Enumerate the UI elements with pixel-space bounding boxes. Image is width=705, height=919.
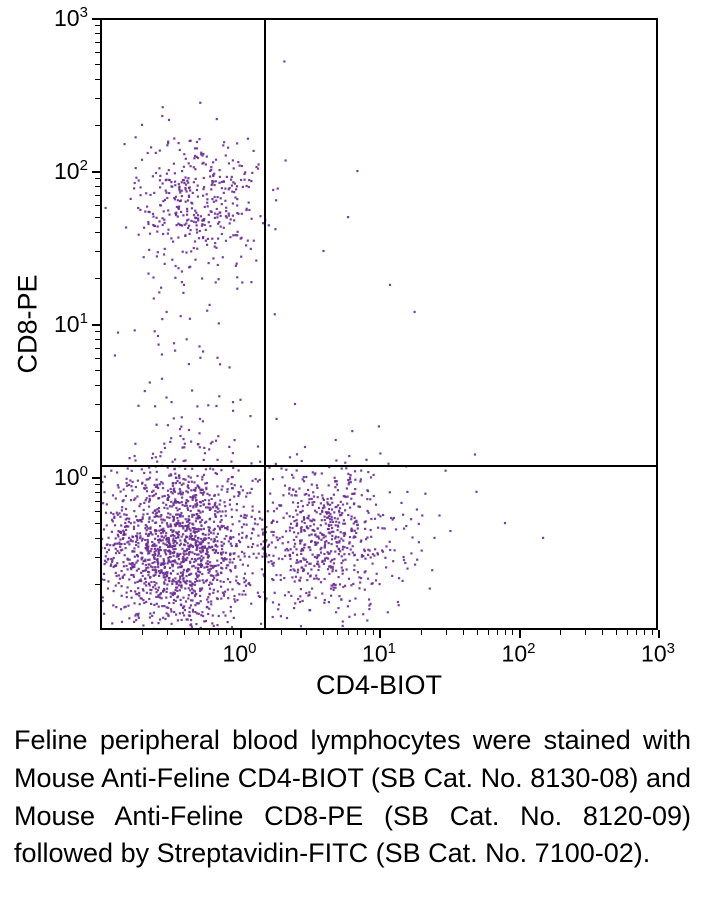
minor-tick (446, 630, 447, 635)
minor-tick (184, 630, 185, 635)
y-tick-label: 102 (54, 157, 88, 185)
major-tick (658, 630, 660, 638)
x-tick-label: 101 (362, 640, 396, 668)
minor-tick (636, 630, 637, 635)
x-axis-label: CD4-BIOT (316, 670, 442, 701)
minor-tick (505, 630, 506, 635)
y-tick-label: 100 (54, 463, 88, 491)
minor-tick (602, 630, 603, 635)
minor-tick (560, 630, 561, 635)
quadrant-horizontal-line (100, 465, 658, 467)
minor-tick (652, 630, 653, 635)
minor-tick (198, 630, 199, 635)
major-tick (92, 324, 100, 326)
minor-tick (281, 630, 282, 635)
minor-tick (373, 630, 374, 635)
major-tick (92, 477, 100, 479)
minor-tick (357, 630, 358, 635)
y-axis-label: CD8-PE (13, 274, 44, 373)
major-tick (519, 630, 521, 638)
minor-tick (209, 630, 210, 635)
figure-container: 100 101 102 103 100 101 102 103 CD4-BIOT CD8-P… (0, 0, 705, 919)
minor-tick (167, 630, 168, 635)
minor-tick (233, 630, 234, 635)
minor-tick (585, 630, 586, 635)
major-tick (92, 171, 100, 173)
major-tick (92, 18, 100, 20)
y-tick-label: 101 (54, 310, 88, 338)
minor-tick (421, 630, 422, 635)
major-tick (379, 630, 381, 638)
figure-caption: Feline peripheral blood lymphocytes were… (14, 722, 691, 873)
minor-tick (142, 630, 143, 635)
minor-tick (477, 630, 478, 635)
minor-tick (337, 630, 338, 635)
minor-tick (627, 630, 628, 635)
minor-tick (306, 630, 307, 635)
y-tick-label: 103 (54, 4, 88, 32)
major-tick (240, 630, 242, 638)
minor-tick (218, 630, 219, 635)
minor-tick (365, 630, 366, 635)
scatter-plot (100, 18, 658, 630)
x-tick-label: 103 (641, 640, 675, 668)
x-tick-label: 102 (502, 640, 536, 668)
minor-tick (226, 630, 227, 635)
minor-tick (512, 630, 513, 635)
plot-border (100, 18, 658, 630)
minor-tick (463, 630, 464, 635)
minor-tick (323, 630, 324, 635)
quadrant-vertical-line (264, 18, 266, 630)
minor-tick (497, 630, 498, 635)
minor-tick (616, 630, 617, 635)
minor-tick (644, 630, 645, 635)
minor-tick (348, 630, 349, 635)
minor-tick (488, 630, 489, 635)
x-tick-label: 100 (223, 640, 257, 668)
